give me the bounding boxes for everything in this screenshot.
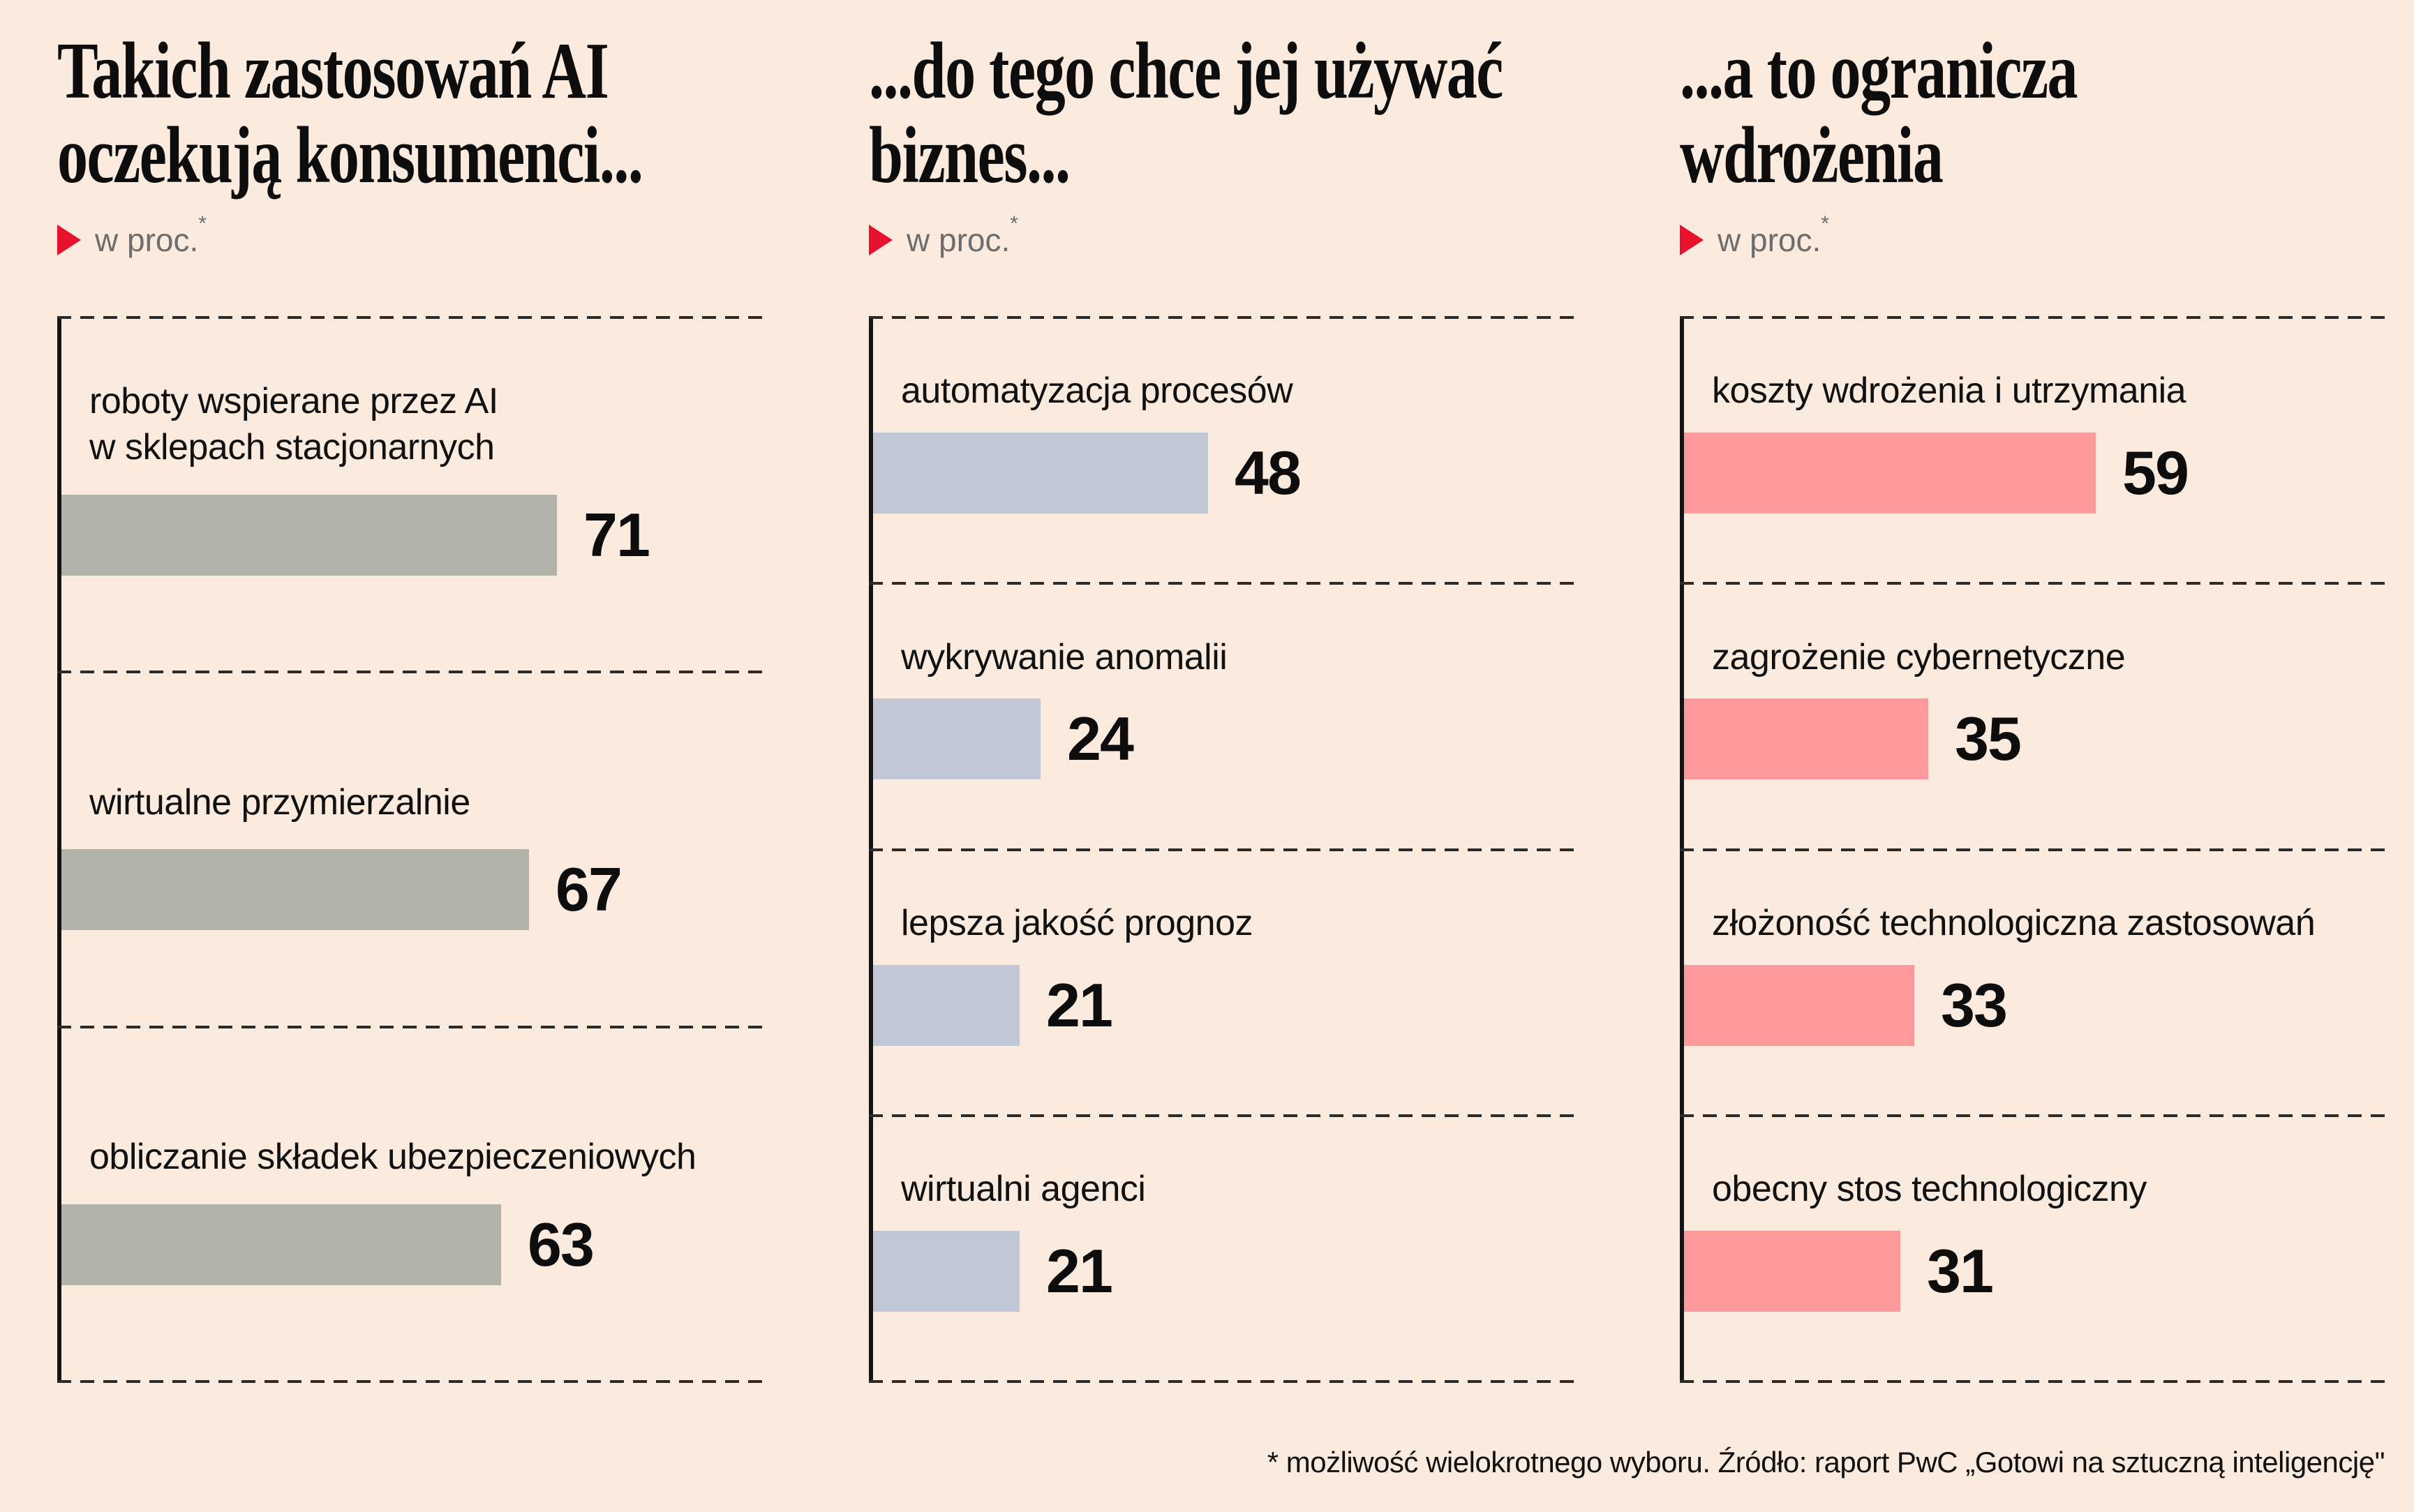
unit-text: w proc.* <box>907 211 1018 259</box>
chart-row: roboty wspierane przez AI w sklepach sta… <box>57 317 762 674</box>
bar-value: 33 <box>1941 970 2008 1040</box>
bar-value: 59 <box>2122 438 2189 507</box>
chart-row: złożoność technologiczna zastosowań 33 <box>1680 850 2385 1118</box>
bar-line: 24 <box>873 698 1574 780</box>
chart-row: obecny stos technologiczny 31 <box>1680 1116 2385 1384</box>
bar-label: wykrywanie anomalii <box>901 636 1228 678</box>
panel-consumers: Takich zastosowań AI oczekują konsumenci… <box>57 0 762 1512</box>
unit-label: w proc.* <box>57 211 762 259</box>
unit-text: w proc.* <box>95 211 207 259</box>
bar <box>873 698 1041 780</box>
bar-line: 21 <box>873 1230 1574 1312</box>
bar-line: 48 <box>873 433 1574 514</box>
unit-label: w proc.* <box>869 211 1574 259</box>
chart-row: obliczanie składek ubezpieczeniowych 63 <box>57 1027 762 1384</box>
arrow-right-icon <box>57 225 81 256</box>
asterisk: * <box>1010 211 1018 235</box>
bar-label: koszty wdrożenia i utrzymania <box>1712 370 2186 412</box>
bar <box>61 1204 501 1285</box>
bar-value: 48 <box>1235 438 1302 507</box>
bar-value: 21 <box>1046 970 1113 1040</box>
bar-value: 24 <box>1067 704 1134 774</box>
bar-value: 63 <box>528 1209 595 1279</box>
bar-chart-limitations: koszty wdrożenia i utrzymania 59 zagrożeni… <box>1680 316 2385 1384</box>
unit-text: w proc.* <box>1718 211 1829 259</box>
chart-row: koszty wdrożenia i utrzymania 59 <box>1680 317 2385 585</box>
bar-value: 31 <box>1927 1236 1994 1305</box>
bar-label: roboty wspierane przez AI w sklepach sta… <box>89 380 498 468</box>
panel-title: Takich zastosowań AI oczekują konsumenci… <box>57 27 643 200</box>
bar <box>1684 698 1928 780</box>
bar-label: automatyzacja procesów <box>901 370 1293 412</box>
bar <box>1684 433 2096 514</box>
bar-chart-consumers: roboty wspierane przez AI w sklepach sta… <box>57 316 762 1384</box>
bar-line: 59 <box>1684 433 2385 514</box>
panel-limitations: ...a to ogranicza wdrożenia w proc.* kos… <box>1680 0 2385 1512</box>
chart-row: zagrożenie cybernetyczne 35 <box>1680 583 2385 851</box>
bar-label: zagrożenie cybernetyczne <box>1712 636 2126 678</box>
bar-line: 33 <box>1684 964 2385 1046</box>
panel-title: ...a to ogranicza wdrożenia <box>1680 27 2078 200</box>
bar-label: wirtualni agenci <box>901 1169 1146 1210</box>
bar <box>61 849 529 931</box>
bar-line: 67 <box>61 849 762 931</box>
bar-label: wirtualne przymierzalnie <box>89 781 470 823</box>
arrow-right-icon <box>1680 225 1704 256</box>
chart-row: wirtualne przymierzalnie 67 <box>57 672 762 1028</box>
chart-row: lepsza jakość prognoz 21 <box>869 850 1574 1118</box>
bar-line: 21 <box>873 964 1574 1046</box>
bar-value: 67 <box>556 855 623 925</box>
bar-line: 35 <box>1684 698 2385 780</box>
bar-value: 21 <box>1046 1236 1113 1305</box>
bar <box>873 964 1020 1046</box>
bar-line: 63 <box>61 1204 762 1285</box>
bar-value: 71 <box>583 500 650 569</box>
bar-value: 35 <box>1955 704 2022 774</box>
bar-chart-business: automatyzacja procesów 48 wykrywanie anoma… <box>869 316 1574 1384</box>
asterisk: * <box>1821 211 1829 235</box>
panel-title: ...do tego chce jej używać biznes... <box>869 27 1503 200</box>
bar <box>873 1230 1020 1312</box>
bar-label: obecny stos technologiczny <box>1712 1169 2147 1210</box>
bar-line: 71 <box>61 495 762 576</box>
bar-label: złożoność technologiczna zastosowań <box>1712 902 2316 943</box>
chart-row: wirtualni agenci 21 <box>869 1116 1574 1384</box>
panel-business: ...do tego chce jej używać biznes... w p… <box>869 0 1574 1512</box>
bar <box>873 433 1208 514</box>
arrow-right-icon <box>869 225 893 256</box>
bar-label: lepsza jakość prognoz <box>901 902 1253 943</box>
bar <box>61 495 557 576</box>
unit-label: w proc.* <box>1680 211 2385 259</box>
bar-label: obliczanie składek ubezpieczeniowych <box>89 1137 696 1178</box>
chart-row: wykrywanie anomalii 24 <box>869 583 1574 851</box>
footnote: * możliwość wielokrotnego wyboru. Źródło… <box>1267 1446 2385 1479</box>
chart-row: automatyzacja procesów 48 <box>869 317 1574 585</box>
bar-line: 31 <box>1684 1230 2385 1312</box>
asterisk: * <box>198 211 207 235</box>
bar <box>1684 1230 1900 1312</box>
bar <box>1684 964 1914 1046</box>
